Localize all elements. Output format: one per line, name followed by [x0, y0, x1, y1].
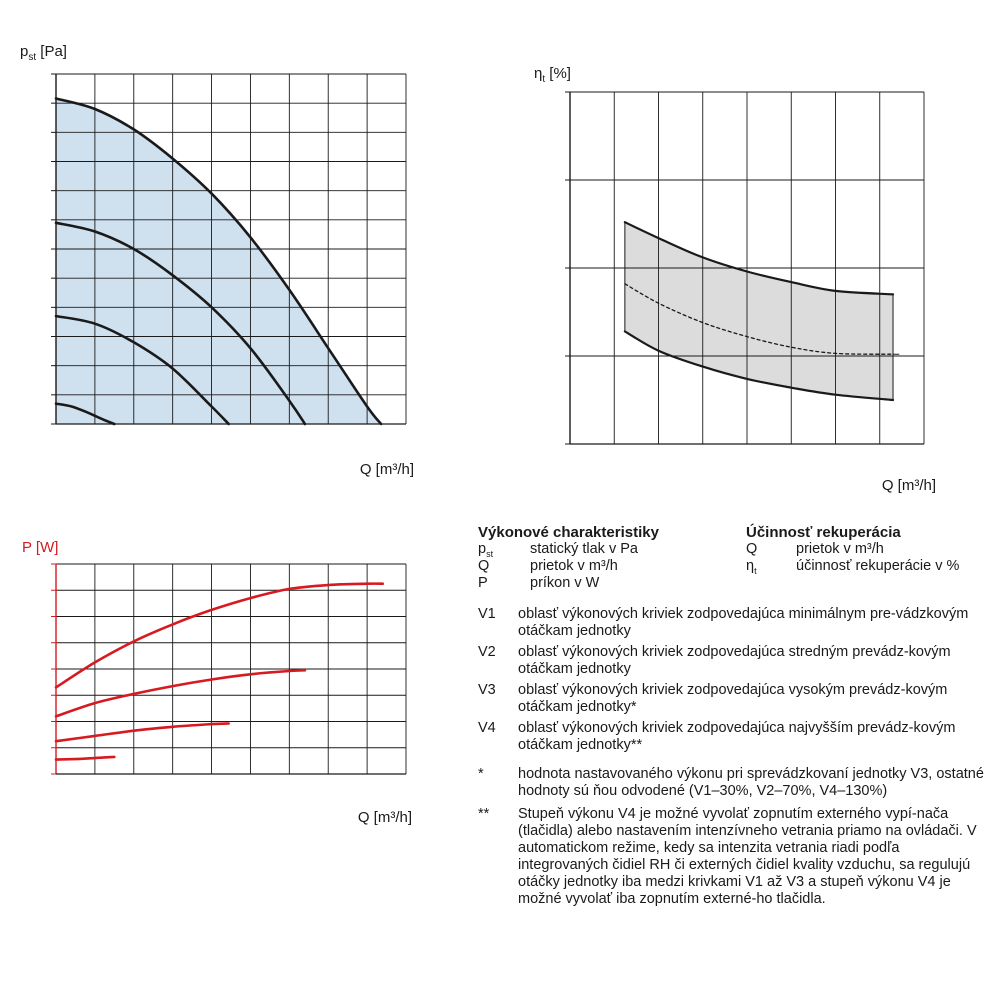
series-line-v4	[54, 582, 384, 689]
series-line-max	[623, 221, 895, 296]
legend-curve-symbol: V1	[478, 606, 496, 622]
legend-p-symbol: P	[478, 575, 488, 591]
series-line-v3	[54, 669, 307, 718]
series-line-v3	[54, 221, 307, 426]
legend-curve-symbol: V3	[478, 682, 496, 698]
operating-area-fill	[56, 98, 382, 424]
series-line-v1	[54, 755, 116, 761]
series-line-v1	[54, 402, 116, 426]
legend-curve-text: oblasť výkonových kriviek zodpovedajúca …	[518, 644, 951, 677]
series-line-v4	[54, 97, 383, 426]
legend-note-text: Stupeň výkonu V4 je možné vyvolať zopnut…	[518, 806, 977, 907]
legend-note-text: hodnota nastavovaného výkonu pri sprevád…	[518, 766, 984, 799]
series-line-en308	[623, 330, 895, 402]
efficiency-xlabel: Q [m³/h]	[882, 477, 936, 494]
efficiency-chart	[565, 91, 925, 445]
pressure-xlabel: Q [m³/h]	[360, 461, 414, 478]
legend-curve-symbol: V2	[478, 644, 496, 660]
series-line-v2	[54, 314, 230, 426]
legend-curve-text: oblasť výkonových kriviek zodpovedajúca …	[518, 606, 969, 639]
legend-curve-symbol: V4	[478, 720, 496, 736]
legend-eta-symbol: ηt	[746, 558, 757, 576]
legend-rq-symbol: Q	[746, 541, 758, 557]
series-line-v2	[54, 722, 230, 743]
legend-note-single-star: * hodnota nastavovaného výkonu pri sprevá…	[478, 766, 990, 800]
legend-note-symbol: **	[478, 806, 490, 822]
power-ylabel: P [W]	[22, 539, 58, 556]
legend-p-text: príkon v W	[530, 575, 600, 591]
power-xlabel: Q [m³/h]	[358, 809, 412, 826]
legend-rq-text: prietok v m³/h	[796, 541, 884, 557]
legend-curve-v3: V3 oblasť výkonových kriviek zodpovedajúc…	[478, 682, 990, 716]
efficiency-band-fill	[624, 222, 893, 400]
legend-q-symbol: Q	[478, 558, 490, 574]
pressure-ylabel: pst [Pa]	[20, 43, 67, 63]
legend-curve-v1: V1 oblasť výkonových kriviek zodpovedajúc…	[478, 606, 990, 640]
legend-curve-v2: V2 oblasť výkonových kriviek zodpovedajúc…	[478, 644, 990, 678]
legend-q-text: prietok v m³/h	[530, 558, 618, 574]
legend-curve-text: oblasť výkonových kriviek zodpovedajúca …	[518, 682, 948, 715]
legend-panel: Výkonové charakteristiky Účinnosť rekupe…	[478, 524, 990, 908]
power-chart	[51, 563, 407, 775]
legend-note-double-star: ** Stupeň výkonu V4 je možné vyvolať zopn…	[478, 806, 990, 908]
legend-pst-text: statický tlak v Pa	[530, 541, 638, 557]
legend-pst-symbol: pst	[478, 541, 494, 559]
legend-curve-text: oblasť výkonových kriviek zodpovedajúca …	[518, 720, 956, 753]
pressure-chart	[51, 73, 407, 426]
legend-title-recuperation: Účinnosť rekuperácia	[746, 524, 901, 541]
legend-curve-v4: V4 oblasť výkonových kriviek zodpovedajúc…	[478, 720, 990, 754]
series-line-en131417	[624, 283, 894, 355]
legend-title-performance: Výkonové charakteristiky	[478, 524, 659, 541]
legend-note-symbol: *	[478, 766, 484, 782]
efficiency-ylabel: ηt [%]	[534, 65, 571, 85]
legend-eta-text: účinnosť rekuperácie v %	[796, 558, 960, 574]
